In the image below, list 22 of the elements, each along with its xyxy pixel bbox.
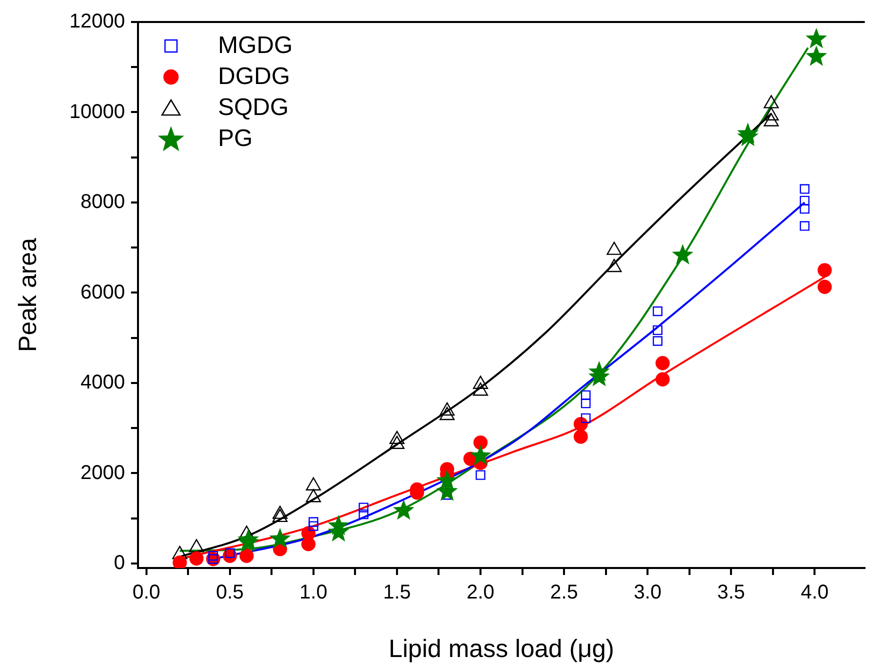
x-axis-title: Lipid mass load (μg) (388, 634, 614, 663)
y-tick-label: 6000 (80, 281, 125, 304)
y-tick-label: 10000 (69, 100, 125, 123)
y-tick-label: 4000 (80, 372, 125, 394)
y-tick-label: 2000 (80, 462, 125, 484)
y-axis-title: Peak area (14, 238, 42, 352)
y-tick-label: 8000 (80, 191, 125, 214)
x-tick-label: 1.0 (300, 582, 328, 604)
legend-label: MGDG (218, 31, 293, 61)
x-tick-label: 0.5 (216, 582, 244, 604)
x-tick-label: 4.0 (800, 582, 829, 604)
legend-label: DGDG (218, 62, 290, 92)
x-tick-label: 3.0 (634, 582, 662, 604)
x-tick-label: 2.5 (550, 582, 578, 604)
x-tick-label: 2.0 (466, 582, 494, 604)
x-tick-label: 0.0 (132, 582, 160, 604)
legend-label: SQDG (218, 93, 289, 123)
y-tick-label: 12000 (69, 10, 125, 33)
x-tick-label: 3.5 (717, 582, 746, 604)
x-tick-label: 1.5 (383, 582, 411, 604)
legend-label: PG (218, 124, 253, 154)
y-tick-label: 0 (114, 552, 125, 574)
